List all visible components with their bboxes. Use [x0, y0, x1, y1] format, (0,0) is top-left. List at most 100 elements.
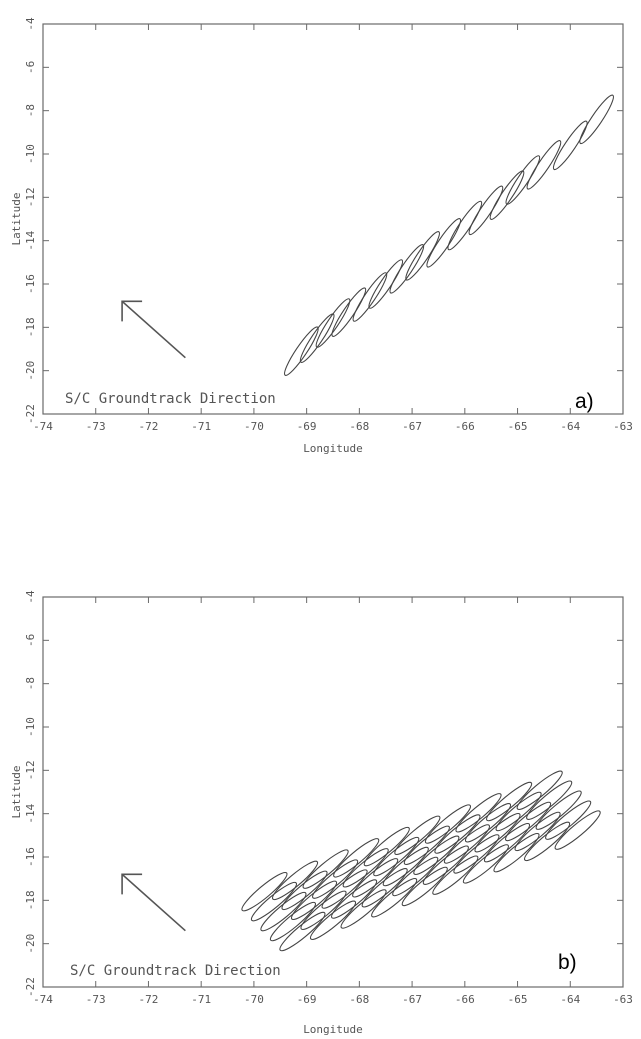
- footprint-point: [552, 120, 588, 171]
- chart-panel-a: -74 -73 -72 -71 -70 -69 -68 -67 -66 -65 -64 -63 -4 -6…: [10, 17, 633, 455]
- x-tick-label: -73: [86, 993, 106, 1006]
- x-tick-label: -70: [244, 993, 264, 1006]
- plot-frame: [42, 23, 624, 415]
- footprint-point: [315, 298, 351, 348]
- footprint-point: [382, 846, 429, 887]
- footprint-point: [514, 811, 561, 852]
- y-axis-title: Latitude: [10, 766, 23, 819]
- plot-frame: [42, 596, 624, 988]
- footprint-point: [340, 889, 387, 929]
- x-tick-label: -67: [402, 993, 422, 1006]
- x-tick-label: -71: [191, 993, 211, 1006]
- footprint-point: [309, 900, 357, 940]
- footprint-point: [290, 880, 338, 921]
- x-tick-label: -73: [86, 420, 106, 433]
- x-tick-label: -70: [244, 420, 264, 433]
- footprint-point: [321, 869, 368, 909]
- footprint-point: [284, 326, 319, 376]
- x-tick-label: -63: [613, 420, 633, 433]
- y-axis-title: Latitude: [10, 193, 23, 246]
- footprint-point: [535, 790, 582, 830]
- footprint-point: [526, 780, 573, 820]
- footprint-point: [495, 791, 542, 832]
- footprint-point: [462, 844, 509, 884]
- y-tick-label: -10: [24, 717, 37, 737]
- x-tick-label: -74: [33, 420, 53, 433]
- groundtrack-direction-arrow: [121, 873, 186, 932]
- footprint-point: [269, 901, 317, 942]
- footprint-point: [453, 834, 500, 874]
- y-tick-label: -12: [24, 760, 37, 780]
- footprint-point: [333, 838, 380, 878]
- footprint-point: [516, 770, 563, 810]
- footprint-point: [342, 848, 389, 888]
- x-axis-title: Longitude: [303, 442, 363, 455]
- footprint-point: [455, 793, 502, 833]
- footprint-point: [486, 781, 533, 822]
- y-tick-label: -20: [24, 361, 37, 381]
- groundtrack-annotation: S/C Groundtrack Direction: [70, 963, 281, 979]
- footprint-point: [443, 824, 491, 864]
- y-tick-label: -8: [24, 677, 37, 690]
- y-tick-label: -20: [24, 934, 37, 954]
- footprint-point: [523, 821, 571, 862]
- x-tick-label: -69: [297, 420, 317, 433]
- arrow-head: [121, 300, 143, 322]
- footprint-point: [271, 860, 319, 901]
- footprint-point: [403, 825, 450, 866]
- y-tick-label: -18: [24, 317, 37, 337]
- footprint-point: [250, 881, 298, 922]
- y-tick-label: -22: [24, 977, 37, 997]
- x-tick-label: -65: [508, 420, 528, 433]
- footprint-point: [281, 870, 328, 911]
- footprint-point: [474, 813, 521, 853]
- footprint-point: [468, 185, 504, 236]
- footprint-point: [579, 94, 614, 145]
- footprint-point: [331, 879, 378, 919]
- footprint-point: [413, 835, 460, 875]
- footprint-point: [489, 170, 525, 220]
- x-tick-label: -71: [191, 420, 211, 433]
- y-tick-label: -22: [24, 404, 37, 424]
- footprint-point: [464, 803, 512, 843]
- footprint-point: [483, 822, 531, 863]
- y-tick-label: -12: [24, 187, 37, 207]
- footprint-point: [260, 891, 307, 932]
- axis-ticks: -74 -73 -72 -71 -70 -69 -68 -67 -66 -65 -64 -63 -4 -6…: [24, 590, 633, 1006]
- footprint-point: [389, 244, 425, 294]
- chart-panel-b: -74 -73 -72 -71 -70 -69 -68 -67 -66 -65 -64 -63 -4 -6…: [10, 590, 633, 1036]
- footprint-point: [405, 231, 440, 281]
- footprints: [284, 94, 614, 376]
- footprint-point: [352, 272, 388, 322]
- footprint-point: [447, 200, 483, 251]
- x-tick-label: -68: [349, 420, 369, 433]
- axis-ticks: -74 -73 -72 -71 -70 -69 -68 -67 -66 -65 -64 -63 -4 -6…: [24, 17, 633, 433]
- y-tick-label: -6: [24, 634, 37, 647]
- x-tick-label: -72: [139, 420, 159, 433]
- footprint-point: [371, 878, 418, 918]
- groundtrack-direction-arrow: [121, 300, 186, 359]
- footprint-point: [368, 259, 404, 309]
- x-tick-label: -72: [139, 993, 159, 1006]
- footprint-point: [394, 815, 441, 856]
- y-tick-label: -8: [24, 104, 37, 117]
- y-tick-label: -6: [24, 61, 37, 74]
- x-tick-label: -66: [455, 993, 475, 1006]
- y-tick-label: -10: [24, 144, 37, 164]
- footprint-point: [299, 313, 335, 363]
- footprint-point: [312, 859, 359, 899]
- x-tick-label: -63: [613, 993, 633, 1006]
- footprint-point: [300, 890, 347, 931]
- x-axis-title: Longitude: [303, 1023, 363, 1036]
- y-tick-label: -14: [24, 803, 37, 823]
- footprint-point: [331, 287, 367, 337]
- x-tick-label: -69: [297, 993, 317, 1006]
- footprint-point: [392, 856, 439, 897]
- x-tick-label: -67: [402, 420, 422, 433]
- footprint-point: [554, 810, 601, 850]
- footprint-point: [422, 845, 469, 885]
- footprint-point: [373, 836, 420, 877]
- panel-label: a): [575, 390, 594, 413]
- footprint-point: [361, 868, 408, 908]
- footprint-point: [434, 814, 481, 854]
